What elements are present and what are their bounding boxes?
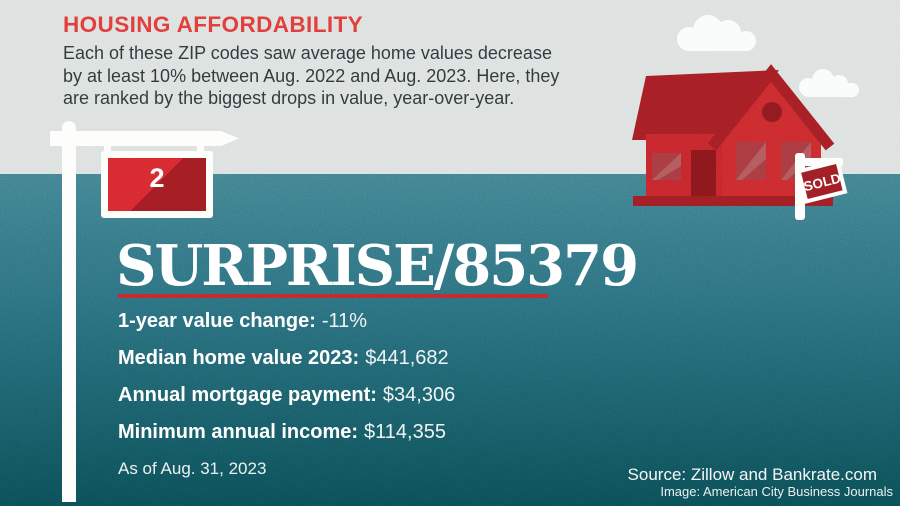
rank-sign-face: 2 xyxy=(108,158,206,211)
stat-value: -11% xyxy=(321,310,368,332)
page-title: HOUSING AFFORDABILITY xyxy=(63,12,364,37)
stat-row-mortgage-payment: Annual mortgage payment: $34,306 xyxy=(118,384,455,406)
stat-label: Median home value 2023: xyxy=(118,347,360,369)
signpost-pole xyxy=(62,121,76,502)
as-of-note: As of Aug. 31, 2023 xyxy=(118,459,267,478)
cloud-icon-small xyxy=(799,69,859,97)
stat-value: $34,306 xyxy=(382,384,456,406)
image-credit: Image: American City Business Journals xyxy=(660,484,893,499)
rank-sign: 2 xyxy=(101,151,213,218)
intro-line: Each of these ZIP codes saw average home… xyxy=(63,43,552,63)
listing-title: SURPRISE/85379 xyxy=(116,233,639,299)
source-credit: Source: Zillow and Bankrate.com xyxy=(627,465,877,484)
stat-row-median-value: Median home value 2023: $441,682 xyxy=(118,347,455,369)
signpost-arm xyxy=(50,131,239,146)
rank-number: 2 xyxy=(149,163,165,193)
stat-row-value-change: 1-year value change: -11% xyxy=(118,310,455,332)
sold-sign-icon: SOLD xyxy=(795,153,848,220)
stats-list: 1-year value change: -11% Median home val… xyxy=(118,310,455,443)
stat-row-minimum-income: Minimum annual income: $114,355 xyxy=(118,421,455,443)
intro-line: by at least 10% between Aug. 2022 and Au… xyxy=(63,65,560,86)
stat-value: $441,682 xyxy=(365,347,449,369)
stat-label: 1-year value change: xyxy=(118,310,316,332)
intro-line: are ranked by the biggest drops in value… xyxy=(63,88,515,109)
stat-value: $114,355 xyxy=(364,421,446,443)
door-icon xyxy=(691,150,716,196)
stat-label: Annual mortgage payment: xyxy=(118,384,377,406)
stat-label: Minimum annual income: xyxy=(118,421,359,443)
title-underline xyxy=(118,294,548,298)
cloud-icon xyxy=(677,15,756,51)
attic-window-icon xyxy=(762,102,782,122)
intro-paragraph: Each of these ZIP codes saw average home… xyxy=(63,42,559,110)
